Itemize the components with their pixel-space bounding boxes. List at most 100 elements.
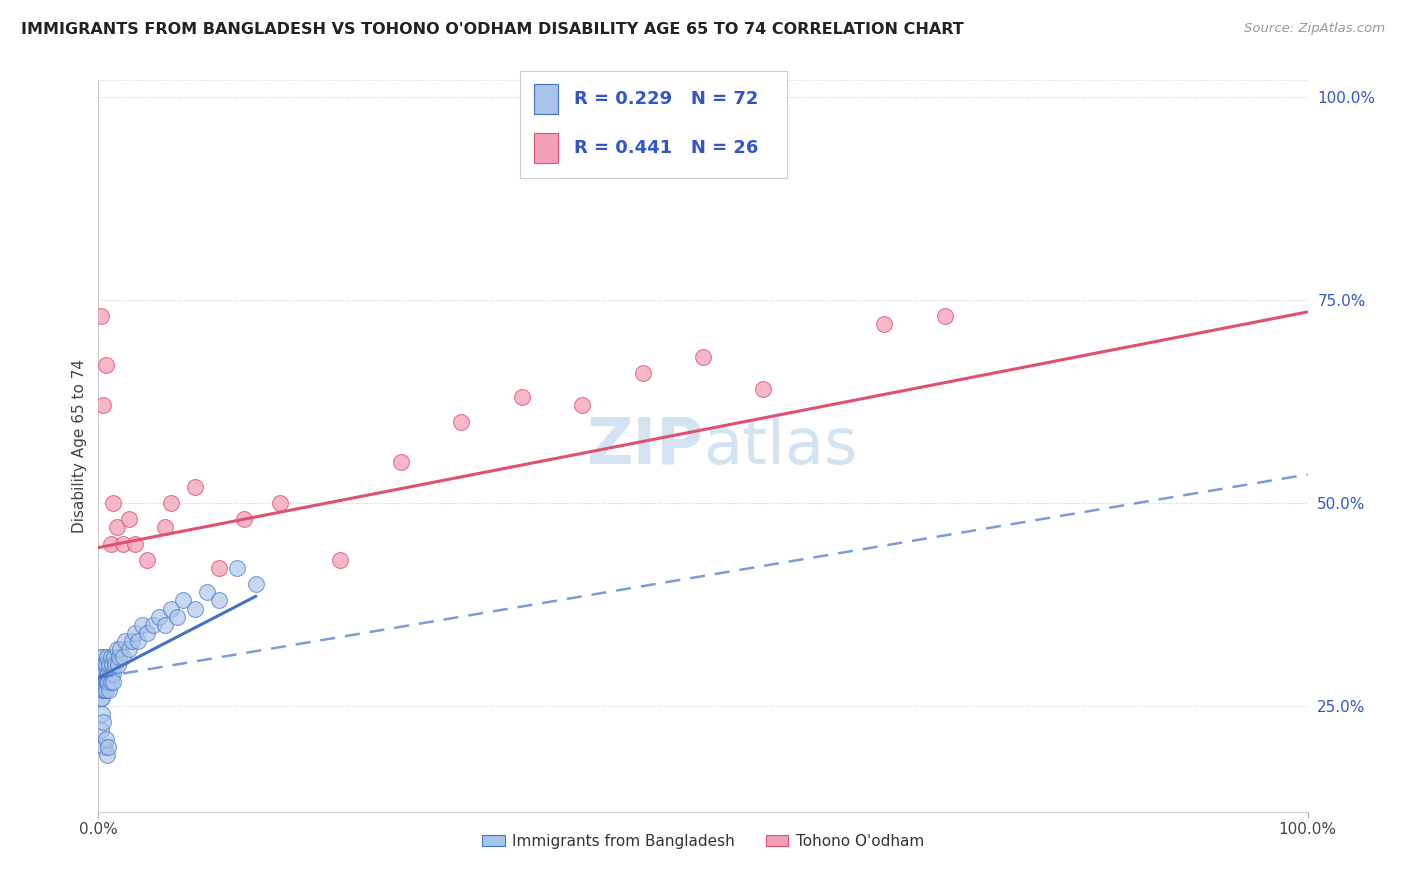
Point xyxy=(96,674,118,689)
Point xyxy=(89,682,111,697)
Point xyxy=(107,658,129,673)
Point xyxy=(97,666,120,681)
Point xyxy=(131,617,153,632)
Point xyxy=(100,666,122,681)
Point xyxy=(118,642,141,657)
Point xyxy=(91,398,114,412)
Point xyxy=(166,609,188,624)
Point xyxy=(111,536,134,550)
Point xyxy=(91,666,114,681)
Point xyxy=(269,496,291,510)
Point xyxy=(89,658,111,673)
Point xyxy=(94,358,117,372)
Point xyxy=(91,715,114,730)
Point xyxy=(226,561,249,575)
Point xyxy=(91,674,114,689)
Point xyxy=(114,634,136,648)
FancyBboxPatch shape xyxy=(534,134,558,163)
Point xyxy=(89,674,111,689)
Point xyxy=(91,682,114,697)
Point xyxy=(108,650,131,665)
Text: ZIP: ZIP xyxy=(586,415,703,477)
Point xyxy=(101,666,124,681)
FancyBboxPatch shape xyxy=(534,84,558,114)
Point xyxy=(208,593,231,607)
Point xyxy=(121,634,143,648)
Point xyxy=(124,626,146,640)
Point xyxy=(96,650,118,665)
Point xyxy=(153,520,176,534)
Point xyxy=(90,674,112,689)
Point xyxy=(329,553,352,567)
Point xyxy=(101,674,124,689)
Point xyxy=(127,634,149,648)
Point xyxy=(90,658,112,673)
Point xyxy=(104,658,127,673)
Point xyxy=(752,382,775,396)
Point xyxy=(93,666,115,681)
Point xyxy=(124,536,146,550)
Point xyxy=(692,350,714,364)
Point xyxy=(108,642,131,657)
Point xyxy=(91,666,114,681)
Point xyxy=(90,650,112,665)
Point xyxy=(93,658,115,673)
Point xyxy=(631,366,654,380)
Y-axis label: Disability Age 65 to 74: Disability Age 65 to 74 xyxy=(72,359,87,533)
Text: IMMIGRANTS FROM BANGLADESH VS TOHONO O'ODHAM DISABILITY AGE 65 TO 74 CORRELATION: IMMIGRANTS FROM BANGLADESH VS TOHONO O'O… xyxy=(21,22,965,37)
Point xyxy=(148,609,170,624)
Point xyxy=(873,317,896,331)
Point xyxy=(245,577,267,591)
Point xyxy=(93,682,115,697)
Text: R = 0.441   N = 26: R = 0.441 N = 26 xyxy=(574,139,758,157)
Point xyxy=(93,674,115,689)
Point xyxy=(96,666,118,681)
Point xyxy=(91,658,114,673)
Point xyxy=(91,650,114,665)
Point xyxy=(93,739,115,754)
Point xyxy=(172,593,194,607)
Point xyxy=(98,658,121,673)
Text: atlas: atlas xyxy=(703,415,858,477)
Point xyxy=(160,601,183,615)
Point xyxy=(90,723,112,738)
Point xyxy=(100,674,122,689)
Point xyxy=(153,617,176,632)
Point xyxy=(91,690,114,705)
Point xyxy=(90,682,112,697)
Point xyxy=(510,390,533,404)
Point xyxy=(100,650,122,665)
Point xyxy=(91,682,114,697)
Point xyxy=(184,601,207,615)
Point xyxy=(208,561,231,575)
Point xyxy=(100,658,122,673)
Point xyxy=(135,553,157,567)
Point xyxy=(100,536,122,550)
Point xyxy=(160,496,183,510)
Point xyxy=(184,480,207,494)
Point xyxy=(389,455,412,469)
Point xyxy=(94,731,117,746)
Text: Source: ZipAtlas.com: Source: ZipAtlas.com xyxy=(1244,22,1385,36)
Point xyxy=(103,650,125,665)
Point xyxy=(90,309,112,323)
Point xyxy=(195,585,218,599)
Point xyxy=(105,642,128,657)
Point xyxy=(91,707,114,722)
Point xyxy=(89,666,111,681)
Point xyxy=(232,512,254,526)
Point xyxy=(90,690,112,705)
Point xyxy=(97,674,120,689)
Point xyxy=(571,398,593,412)
Point xyxy=(97,739,120,754)
Legend: Immigrants from Bangladesh, Tohono O'odham: Immigrants from Bangladesh, Tohono O'odh… xyxy=(475,828,931,855)
Point xyxy=(450,415,472,429)
Point xyxy=(111,650,134,665)
Point xyxy=(101,496,124,510)
Point xyxy=(90,666,112,681)
Point xyxy=(94,658,117,673)
Point xyxy=(135,626,157,640)
Point xyxy=(96,747,118,762)
Point xyxy=(98,682,121,697)
Point xyxy=(142,617,165,632)
